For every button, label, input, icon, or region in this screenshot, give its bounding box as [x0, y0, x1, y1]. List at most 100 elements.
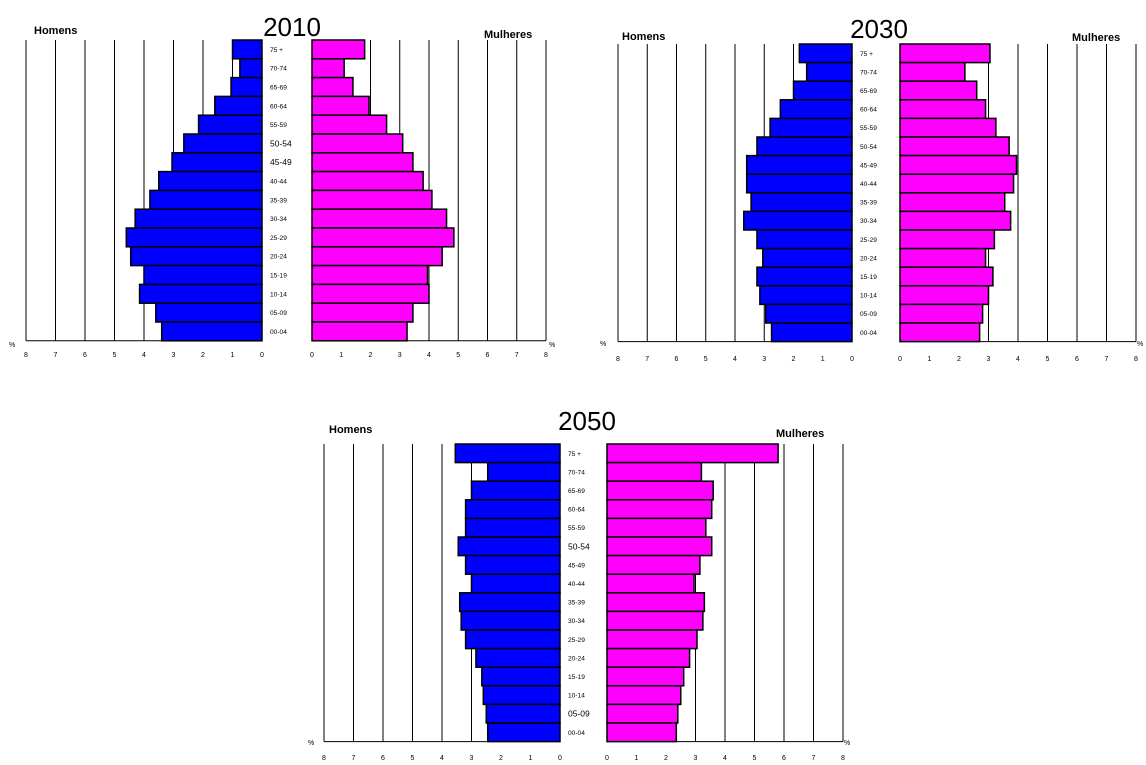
bar-homens — [239, 58, 263, 79]
label-mulheres: Mulheres — [484, 29, 532, 41]
age-label: 10-14 — [568, 693, 585, 700]
age-label: 45-49 — [568, 562, 585, 569]
label-mulheres: Mulheres — [1072, 32, 1120, 44]
bar-mulheres — [899, 303, 984, 324]
bar-mulheres — [311, 114, 388, 135]
age-label: 50-54 — [860, 144, 877, 151]
bar-homens — [485, 703, 561, 724]
bar-homens — [230, 76, 263, 98]
bar-homens — [183, 133, 263, 154]
age-label: 10-14 — [270, 291, 287, 298]
bar-mulheres — [899, 229, 996, 250]
tick-label-left: 2 — [792, 356, 796, 363]
bar-homens — [481, 666, 561, 687]
tick-label-left: 1 — [529, 755, 533, 762]
tick-label-right: 8 — [544, 352, 548, 359]
bar-mulheres — [311, 189, 433, 210]
tick-label-right: 7 — [812, 755, 816, 762]
bar-mulheres — [899, 117, 997, 138]
label-mulheres: Mulheres — [776, 428, 824, 440]
bar-homens — [756, 136, 853, 157]
tick-label-left: 8 — [24, 352, 28, 359]
tick-label-left: 8 — [616, 356, 620, 363]
bar-homens — [759, 285, 853, 306]
chart-title: 2030 — [850, 14, 908, 44]
age-label: 20-24 — [270, 254, 287, 261]
bar-mulheres — [606, 722, 678, 743]
label-homens: Homens — [329, 424, 372, 436]
tick-label-right: 7 — [515, 352, 519, 359]
tick-label-left: 6 — [675, 356, 679, 363]
bar-mulheres — [311, 321, 408, 342]
bar-homens — [464, 517, 561, 538]
tick-label-left: 3 — [762, 356, 766, 363]
bar-mulheres — [606, 517, 707, 538]
bar-homens — [798, 43, 853, 64]
tick-label-left: 4 — [440, 755, 444, 762]
bar-homens — [214, 95, 263, 116]
tick-label-left: 2 — [201, 352, 205, 359]
tick-label-left: 3 — [470, 755, 474, 762]
bar-mulheres — [606, 573, 695, 594]
bar-homens — [143, 264, 263, 286]
pyramid-2010: 75 + 70-74 65-69 60-64 55-59 50-54 45-49 40-44 3… — [9, 12, 555, 359]
bar-mulheres — [899, 61, 966, 82]
bar-homens — [155, 302, 263, 323]
bar-homens — [454, 443, 561, 464]
age-label: 00-04 — [860, 330, 877, 337]
bar-mulheres — [606, 536, 713, 557]
tick-label-right: 5 — [1046, 356, 1050, 363]
tick-label-left: 5 — [704, 356, 708, 363]
tick-label-right: 7 — [1105, 356, 1109, 363]
bar-homens — [470, 480, 561, 501]
age-label: 70-74 — [860, 69, 877, 76]
bar-mulheres — [899, 136, 1010, 157]
age-label: 55-59 — [860, 125, 877, 132]
tick-label-right: 1 — [928, 356, 932, 363]
tick-label-right: 3 — [987, 356, 991, 363]
bar-mulheres — [606, 443, 779, 464]
unit-label-right: % — [844, 740, 850, 747]
age-label: 70-74 — [568, 469, 585, 476]
bar-mulheres — [311, 227, 455, 248]
bar-mulheres — [311, 39, 366, 60]
bar-mulheres — [311, 95, 370, 116]
age-label: 40-44 — [568, 581, 585, 588]
tick-label-right: 0 — [605, 755, 609, 762]
bar-homens — [460, 610, 561, 631]
bar-homens — [158, 170, 263, 192]
bar-homens — [197, 114, 263, 135]
age-label: 15-19 — [568, 674, 585, 681]
bar-homens — [756, 229, 853, 250]
age-label: 20-24 — [568, 655, 585, 662]
bar-homens — [160, 321, 263, 342]
tick-label-left: 0 — [558, 755, 562, 762]
bar-homens — [756, 266, 853, 287]
age-label: 35-39 — [860, 200, 877, 207]
unit-label-right: % — [1137, 341, 1143, 348]
age-label: 00-04 — [568, 730, 585, 737]
bar-homens — [464, 499, 561, 520]
bar-mulheres — [606, 685, 682, 706]
age-label: 55-59 — [270, 122, 287, 129]
bar-homens — [149, 189, 263, 210]
bar-mulheres — [311, 152, 414, 173]
bar-mulheres — [899, 266, 994, 287]
tick-label-left: 2 — [499, 755, 503, 762]
bar-homens — [458, 592, 561, 613]
bar-homens — [171, 152, 263, 173]
age-label: 15-19 — [270, 273, 287, 280]
bar-mulheres — [899, 192, 1006, 213]
bar-mulheres — [899, 80, 978, 101]
bar-mulheres — [311, 264, 429, 286]
tick-label-left: 5 — [113, 352, 117, 359]
age-label: 75 + — [270, 47, 283, 54]
bar-mulheres — [606, 461, 703, 482]
age-label: 65-69 — [270, 85, 287, 92]
chart-title: 2010 — [263, 12, 321, 42]
tick-label-left: 6 — [83, 352, 87, 359]
tick-label-left: 4 — [733, 356, 737, 363]
bar-homens — [486, 722, 561, 743]
bar-homens — [470, 573, 561, 594]
